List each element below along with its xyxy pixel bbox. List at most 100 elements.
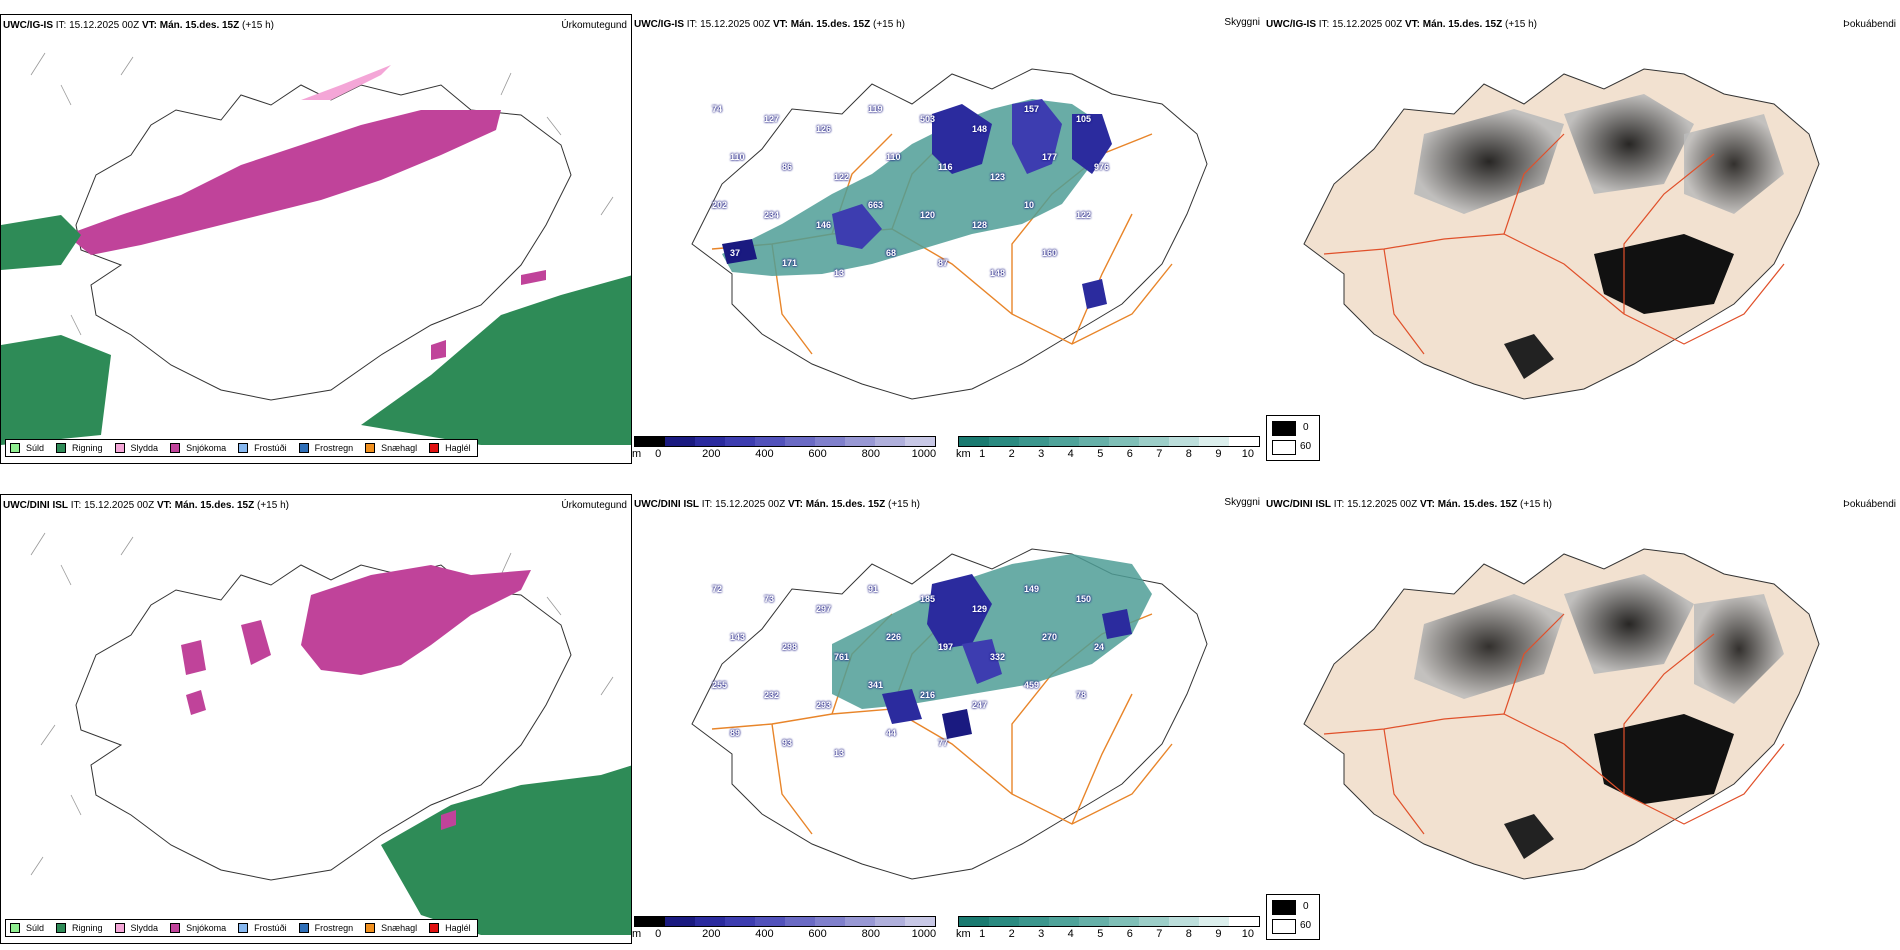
cloudbase-value-label: 146 xyxy=(816,220,832,230)
legend-item: Frostregn xyxy=(298,443,353,453)
it-value: 15.12.2025 00Z xyxy=(700,19,771,30)
colorbar-tick-label: 1 xyxy=(979,448,986,460)
colorbar-step xyxy=(1079,437,1109,446)
visibility-colorbar: km 1 2 3 4 5 6 7 8 9 10 xyxy=(956,436,1260,464)
colorbar-step xyxy=(989,437,1019,446)
cloudbase-colorbar: m 0 200 400 600 800 1000 xyxy=(632,436,936,464)
colorbar-ticks: 0 200 400 600 800 1000 xyxy=(634,928,936,942)
cloudbase-value-label: 234 xyxy=(764,210,780,220)
fog-panel-1: UWC/IG-IS IT: 15.12.2025 00Z VT: Mán. 15… xyxy=(1264,14,1900,464)
colorbar-step xyxy=(1229,917,1259,926)
colorbar-tick-label: 1000 xyxy=(911,928,937,940)
fog-light-swatch xyxy=(1272,440,1296,455)
it-label: IT: xyxy=(55,20,67,31)
fog-dark-label: 0 xyxy=(1303,901,1309,912)
swatch xyxy=(238,443,249,453)
legend-item: Rigning xyxy=(56,443,103,453)
swatch xyxy=(114,923,125,933)
cloudbase-value-label: 110 xyxy=(886,152,901,162)
colorbar-step xyxy=(725,917,755,926)
colorbar-tick-label: 2 xyxy=(1008,928,1015,940)
fog-map-2 xyxy=(1303,548,1820,880)
colorbar-step xyxy=(1019,437,1049,446)
colorbar-tick-label: 1 xyxy=(979,928,986,940)
cloudbase-value-label: 332 xyxy=(990,652,1006,662)
colorbar-strip xyxy=(634,916,936,927)
vt-label: VT: xyxy=(787,499,803,510)
legend-item: Haglél xyxy=(429,923,471,933)
panel-title: Úrkomutegund xyxy=(561,500,627,511)
precip-legend-1: Súld Rigning Slydda Snjókoma Frostúði Fr… xyxy=(5,439,478,457)
colorbar-unit: m xyxy=(632,448,642,460)
cloudbase-value-label: 110 xyxy=(730,152,745,162)
colorbar-unit: km xyxy=(956,928,971,940)
panel-title: Skyggni xyxy=(1224,497,1260,508)
colorbar-unit: km xyxy=(956,448,971,460)
legend-item: Slydda xyxy=(114,923,159,933)
colorbar-ticks: 1 2 3 4 5 6 7 8 9 10 xyxy=(958,448,1260,462)
colorbar-tick-label: 3 xyxy=(1038,928,1045,940)
model-name: UWC/IG-IS xyxy=(1266,19,1316,30)
legend-item: Snjókoma xyxy=(170,443,226,453)
legend-label: Frostregn xyxy=(314,923,354,933)
swatch xyxy=(170,923,181,933)
cloudbase-value-label: 459 xyxy=(1024,680,1040,690)
colorbar-step xyxy=(845,437,875,446)
colorbar-tick-label: 2 xyxy=(1008,448,1015,460)
swatch xyxy=(56,923,67,933)
fog-dark-label: 0 xyxy=(1303,422,1309,433)
cloudbase-value-label: 503 xyxy=(920,114,936,124)
colorbar-ticks: 0 200 400 600 800 1000 xyxy=(634,448,936,462)
model-name: UWC/DINI ISL xyxy=(1266,499,1331,510)
swatch xyxy=(429,443,440,453)
cloudbase-value-label: 341 xyxy=(868,680,884,690)
colorbar-step xyxy=(635,437,665,446)
cloudbase-value-label: 148 xyxy=(972,124,988,134)
cloudbase-value-label: 270 xyxy=(1042,632,1058,642)
colorbar-tick-label: 400 xyxy=(755,448,774,460)
panel-title: Úrkomutegund xyxy=(561,20,627,31)
colorbar-step xyxy=(905,437,935,446)
vt-value: Mán. 15.des. 15Z xyxy=(159,20,240,31)
cloudbase-value-label: 86 xyxy=(782,162,793,172)
legend-label: Frostúði xyxy=(254,443,287,453)
colorbar-tick-label: 0 xyxy=(655,928,662,940)
cloudbase-value-label: 232 xyxy=(764,690,780,700)
cloudbase-value-label: 128 xyxy=(972,220,988,230)
cloudbase-value-label: 202 xyxy=(712,200,728,210)
cloudbase-value-label: 44 xyxy=(886,728,897,738)
lead-time: (+15 h) xyxy=(1520,499,1552,510)
colorbar-step xyxy=(959,437,989,446)
legend-label: Slydda xyxy=(130,923,159,933)
cloudbase-value-label: 171 xyxy=(782,258,798,268)
lead-time: (+15 h) xyxy=(873,19,905,30)
vt-label: VT: xyxy=(1419,499,1435,510)
precip-legend-2: Súld Rigning Slydda Snjókoma Frostúði Fr… xyxy=(5,919,478,937)
lead-time: (+15 h) xyxy=(242,20,274,31)
legend-label: Snjókoma xyxy=(186,443,227,453)
colorbar-step xyxy=(665,437,695,446)
panel-header-1c: UWC/IG-IS IT: 15.12.2025 00Z VT: Mán. 15… xyxy=(1266,19,1537,30)
swatch xyxy=(10,443,20,453)
lead-time: (+15 h) xyxy=(1505,19,1537,30)
colorbar-step xyxy=(1199,917,1229,926)
cloudbase-value-label: 197 xyxy=(938,642,954,652)
cloudbase-value-label: 10 xyxy=(1024,200,1035,210)
swatch xyxy=(10,923,20,933)
legend-item: Snæhagl xyxy=(365,923,417,933)
legend-label: Súld xyxy=(26,923,45,933)
cloudbase-value-label: 68 xyxy=(886,248,897,258)
cloudbase-colorbar: m 0 200 400 600 800 1000 xyxy=(632,916,936,944)
colorbar-step xyxy=(755,917,785,926)
panel-title: Skyggni xyxy=(1224,17,1260,28)
colorbar-step xyxy=(1139,437,1169,446)
colorbar-tick-label: 5 xyxy=(1097,448,1104,460)
legend-label: Haglél xyxy=(445,923,471,933)
cloudbase-value-label: 105 xyxy=(1076,114,1092,124)
it-value: 15.12.2025 00Z xyxy=(84,500,155,511)
cloudbase-value-label: 129 xyxy=(972,604,988,614)
cloud-labels-1: 74 127 126 119 503 148 157 105 110 86 122 110 116 123… xyxy=(632,14,1264,434)
cloudbase-value-label: 663 xyxy=(868,200,884,210)
fog-light-label: 60 xyxy=(1300,441,1312,452)
colorbar-step xyxy=(1169,917,1199,926)
